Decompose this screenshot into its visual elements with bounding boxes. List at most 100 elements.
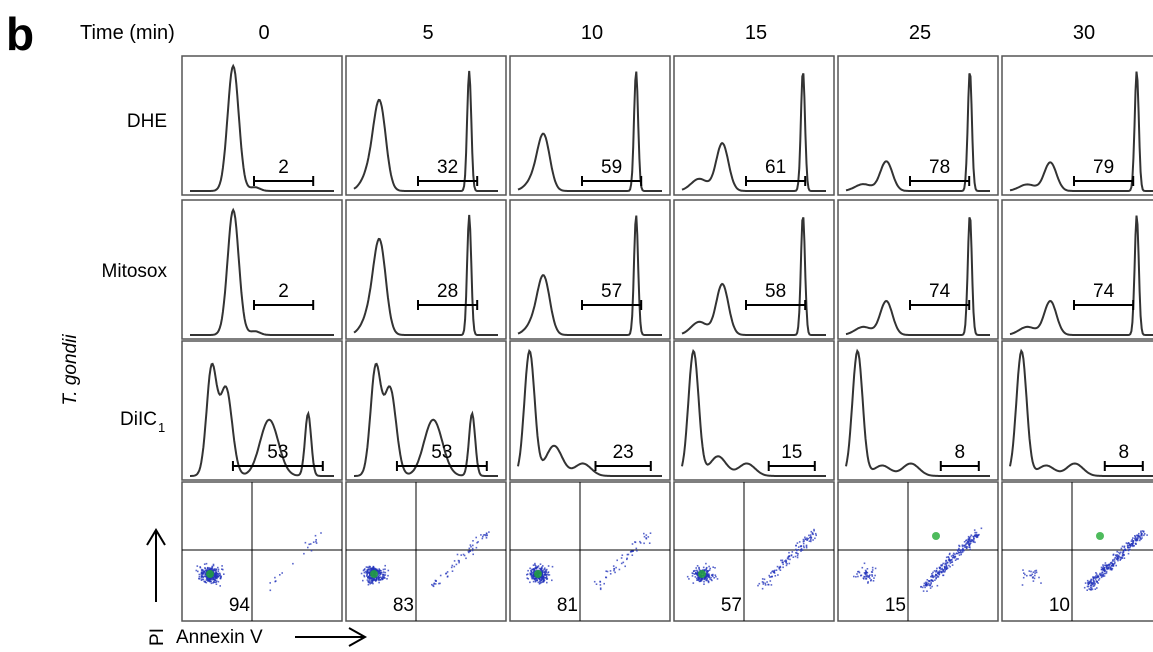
event-dot (940, 571, 943, 574)
event-dot (531, 568, 533, 571)
event-dot (774, 575, 777, 577)
event-dot (1139, 535, 1141, 537)
event-dot (954, 553, 956, 556)
event-dot (705, 578, 707, 581)
event-dot (213, 575, 215, 578)
event-dot (805, 544, 808, 547)
event-dot (941, 565, 943, 567)
event-dot (438, 582, 440, 585)
panel-frame (509, 481, 671, 622)
event-dot (782, 566, 784, 569)
event-dot (855, 576, 857, 578)
event-dot (807, 537, 810, 540)
event-dot (1132, 542, 1135, 544)
event-dot (1121, 552, 1124, 555)
event-dot (1091, 588, 1094, 591)
event-dot (632, 550, 634, 552)
event-dot (1136, 538, 1139, 541)
event-dot (467, 550, 470, 553)
event-dot (366, 571, 368, 574)
event-dot (770, 584, 773, 586)
event-dot (643, 535, 646, 538)
event-dot (472, 544, 474, 547)
event-dot (533, 574, 535, 577)
panel-frame (673, 481, 835, 622)
event-dot (1092, 581, 1095, 584)
event-dot (695, 569, 698, 572)
event-dot (274, 576, 276, 579)
event-dot (930, 583, 932, 585)
event-dot (857, 575, 859, 578)
event-dot (540, 567, 543, 570)
event-dot (1032, 571, 1035, 573)
event-dot (788, 562, 791, 565)
event-dot (368, 574, 371, 576)
event-dot (477, 541, 479, 543)
event-dot (1118, 555, 1120, 558)
event-dot (484, 534, 486, 536)
event-dot (865, 576, 868, 578)
histogram-panel: 61 (673, 55, 835, 196)
event-dot (1104, 564, 1106, 567)
event-dot (544, 577, 547, 579)
event-dot (376, 576, 379, 579)
x-arrow (295, 627, 368, 647)
event-dot (709, 578, 711, 580)
event-dot (970, 534, 973, 536)
event-dot (708, 569, 711, 571)
event-dot (971, 539, 974, 542)
event-dot (219, 577, 222, 580)
event-dot (1033, 577, 1036, 580)
event-dot (808, 534, 810, 537)
event-dot (942, 571, 945, 573)
event-dot (213, 574, 216, 577)
event-dot (1093, 577, 1095, 579)
event-dot (697, 576, 700, 578)
histogram-panel: 8 (837, 340, 999, 481)
event-dot (937, 571, 939, 573)
event-dot (315, 542, 318, 544)
event-dot (370, 568, 372, 571)
event-dot (686, 575, 689, 578)
event-dot (1095, 575, 1097, 577)
panel-frame (181, 199, 343, 340)
event-dot (764, 582, 767, 585)
event-dot (1086, 585, 1089, 588)
event-dot (203, 570, 206, 573)
event-dot (716, 578, 719, 580)
event-dot (202, 571, 205, 573)
event-dot (1142, 531, 1145, 533)
event-dot (450, 566, 453, 569)
event-dot (931, 573, 933, 575)
event-dot (480, 534, 482, 536)
event-dot (923, 584, 925, 587)
event-dot (446, 576, 449, 578)
event-dot (698, 567, 700, 570)
event-dot (707, 580, 710, 583)
event-dot (1084, 582, 1087, 584)
event-dot (215, 575, 218, 578)
event-dot (973, 537, 975, 539)
event-dot (202, 578, 205, 581)
event-dot (1090, 580, 1092, 583)
event-dot (965, 546, 967, 548)
event-dot (629, 551, 632, 553)
event-dot (534, 570, 536, 572)
event-dot (945, 568, 948, 570)
event-dot (368, 566, 370, 569)
event-dot (974, 541, 976, 544)
event-dot (439, 582, 441, 585)
event-dot (1128, 547, 1130, 549)
event-dot (924, 586, 926, 589)
event-dot (200, 573, 202, 575)
event-dot (796, 549, 798, 552)
event-dot (1105, 566, 1108, 568)
event-dot (599, 587, 602, 589)
event-dot (1134, 542, 1137, 545)
event-dot (631, 550, 634, 552)
event-dot (453, 565, 456, 568)
event-dot (871, 574, 873, 576)
event-dot (469, 544, 472, 546)
event-dot (932, 580, 934, 582)
event-dot (542, 575, 545, 578)
